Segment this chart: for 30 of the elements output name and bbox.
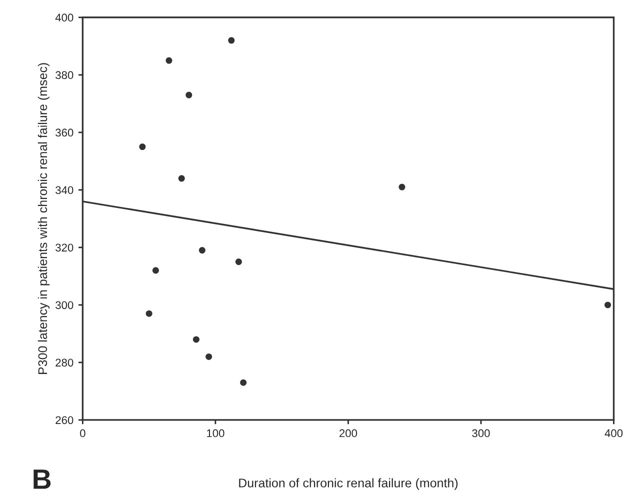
point [146, 310, 152, 317]
point [198, 247, 206, 254]
point [166, 57, 172, 64]
y-tick-label: 300 [56, 301, 74, 310]
point [240, 379, 247, 386]
y-tick-label: 340 [56, 186, 74, 194]
y-tick-label: 360 [56, 128, 74, 137]
text: B [34, 470, 51, 489]
point [235, 258, 242, 266]
x-tick-label: 200 [340, 429, 358, 438]
y-tick-label: 400 [55, 14, 74, 22]
point [228, 37, 235, 44]
x-tick-label: 400 [604, 429, 623, 438]
y-axis-title: P300 latency in patients with chronic renal failure (msec) [38, 63, 50, 374]
point [152, 267, 159, 274]
point [186, 92, 192, 98]
point [192, 336, 200, 343]
y-tick-label: 380 [56, 71, 74, 80]
x-tick-label: 300 [472, 429, 490, 438]
y-tick-label: 320 [56, 244, 74, 252]
point [178, 175, 185, 182]
point [398, 184, 406, 190]
point [139, 144, 146, 150]
point [604, 302, 612, 308]
x-axis-title: Duration of chronic renal failure (month) [239, 478, 458, 490]
x-tick-label: 0 [80, 429, 86, 438]
x-tick-label: 100 [207, 429, 224, 438]
y-tick-label: 280 [56, 358, 74, 367]
point [206, 353, 212, 360]
y-tick-label: 260 [56, 416, 74, 424]
